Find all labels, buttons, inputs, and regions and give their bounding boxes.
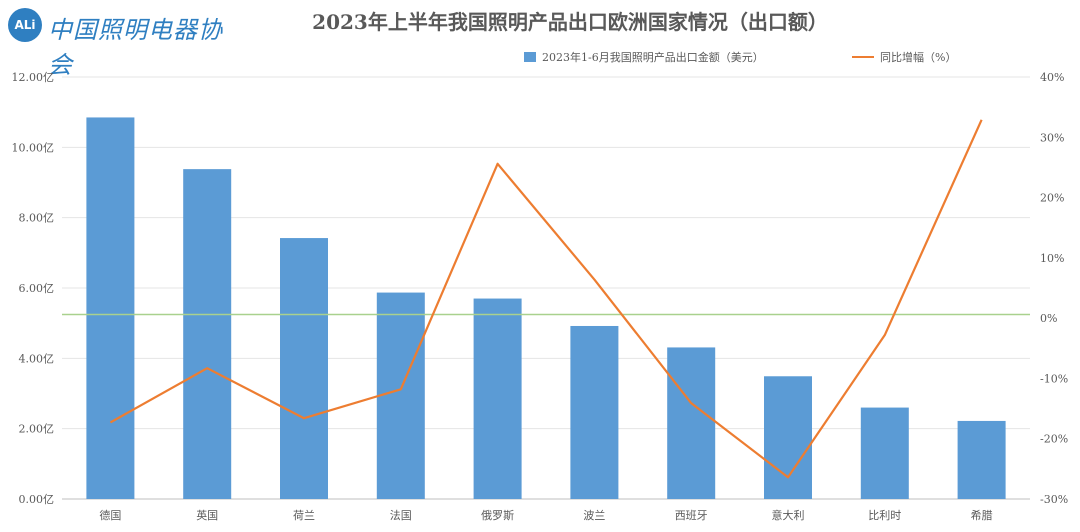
legend-swatch-bar — [524, 52, 536, 62]
bar — [183, 169, 232, 500]
bar — [860, 407, 909, 499]
right-tick-label: -20% — [1040, 433, 1068, 446]
bar — [376, 292, 425, 499]
bar-series — [86, 117, 1006, 500]
category-label: 波兰 — [583, 509, 605, 522]
chart-title: 2023年上半年我国照明产品出口欧洲国家情况（出口额） — [312, 10, 828, 34]
bar — [570, 325, 619, 499]
left-tick-label: 8.00亿 — [19, 212, 55, 225]
bar — [957, 420, 1006, 499]
category-label: 德国 — [99, 508, 121, 522]
bar — [473, 298, 522, 499]
left-tick-label: 10.00亿 — [12, 141, 55, 154]
legend: 2023年1-6月我国照明产品出口金额（美元） 同比增幅（%） — [524, 50, 956, 64]
left-tick-label: 2.00亿 — [19, 423, 55, 436]
bar — [86, 117, 135, 500]
bar — [764, 376, 812, 499]
left-tick-label: 0.00亿 — [19, 493, 55, 506]
bar — [280, 238, 328, 499]
category-label: 荷兰 — [293, 509, 315, 522]
association-logo: ALi 中国照明电器协会 — [8, 4, 238, 79]
right-tick-label: 30% — [1040, 131, 1064, 144]
right-tick-label: -10% — [1040, 372, 1068, 385]
line-series — [109, 119, 983, 479]
right-tick-label: 0% — [1040, 312, 1057, 325]
legend-label-line: 同比增幅（%） — [880, 50, 956, 64]
logo-text: 中国照明电器协会 — [48, 16, 223, 79]
legend-label-bar: 2023年1-6月我国照明产品出口金额（美元） — [542, 50, 764, 64]
growth-line — [109, 119, 983, 479]
category-label: 比利时 — [868, 509, 901, 522]
category-label: 俄罗斯 — [481, 509, 514, 522]
logo-badge: ALi — [8, 8, 42, 42]
category-label: 西班牙 — [675, 509, 708, 522]
right-tick-label: 40% — [1040, 71, 1064, 84]
right-tick-label: -30% — [1040, 493, 1068, 506]
right-tick-label: 10% — [1040, 252, 1064, 265]
category-label: 英国 — [196, 508, 218, 522]
x-axis-ticks: 德国 英国 荷兰 法国 俄罗斯 波兰 西班牙 意大利 比利时 希腊 — [99, 508, 992, 522]
left-tick-label: 4.00亿 — [19, 352, 55, 365]
category-label: 法国 — [390, 508, 412, 522]
bar — [667, 347, 716, 499]
left-axis-ticks: 0.00亿 2.00亿 4.00亿 6.00亿 8.00亿 10.00亿 12.00亿 — [12, 71, 55, 506]
category-label: 意大利 — [772, 508, 805, 522]
right-tick-label: 20% — [1040, 192, 1064, 205]
left-tick-label: 12.00亿 — [12, 71, 55, 84]
category-label: 希腊 — [971, 508, 993, 522]
right-axis-ticks: -30% -20% -10% 0% 10% 20% 30% 40% — [1040, 71, 1068, 506]
left-tick-label: 6.00亿 — [19, 282, 55, 295]
